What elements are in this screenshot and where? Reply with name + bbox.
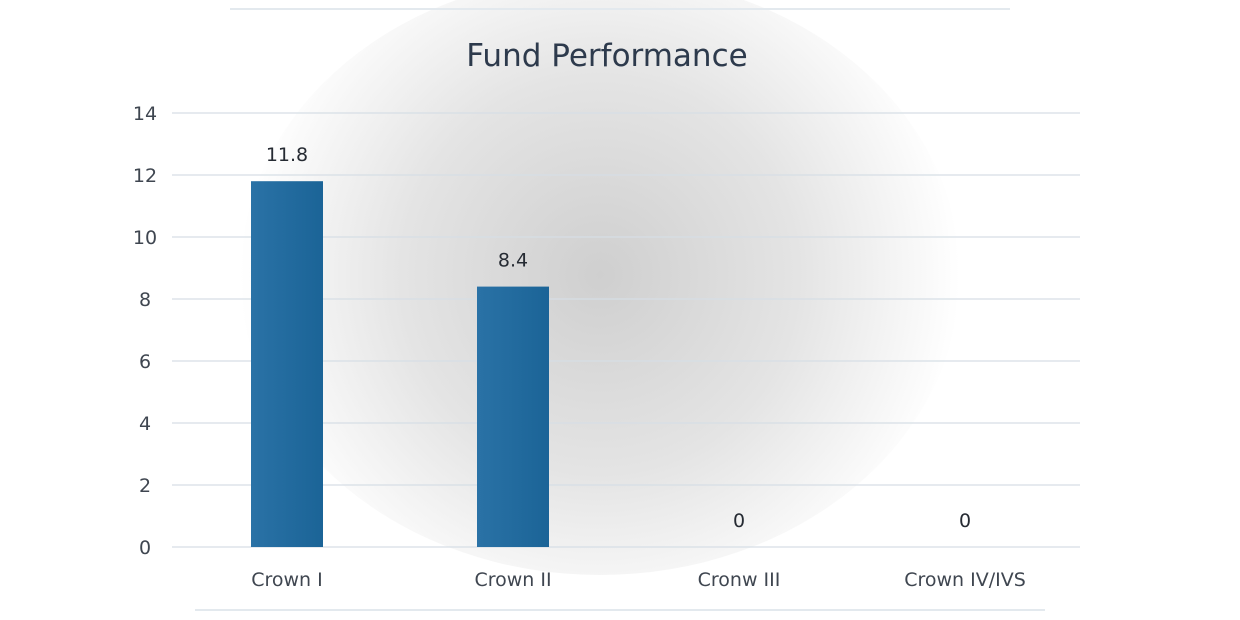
chart-title: Fund Performance — [466, 38, 747, 74]
x-category-label: Cronw III — [698, 569, 781, 591]
y-tick-label: 10 — [133, 227, 157, 249]
y-tick-label: 14 — [133, 103, 157, 125]
x-axis-category-labels: Crown I Crown II Cronw III Crown IV/IVS — [251, 569, 1026, 591]
y-tick-label: 8 — [139, 289, 151, 311]
data-label: 0 — [733, 510, 745, 532]
y-tick-label: 12 — [133, 165, 157, 187]
y-tick-label: 6 — [139, 351, 151, 373]
bars — [251, 181, 549, 547]
y-axis-tick-labels: 0 2 4 6 8 10 12 14 — [133, 103, 157, 559]
x-category-label: Crown II — [474, 569, 551, 591]
data-labels: 11.8 8.4 0 0 — [266, 144, 971, 532]
x-category-label: Crown I — [251, 569, 323, 591]
data-label: 11.8 — [266, 144, 308, 166]
x-category-label: Crown IV/IVS — [904, 569, 1026, 591]
background-glow — [240, 0, 960, 575]
data-label: 8.4 — [498, 250, 528, 272]
data-label: 0 — [959, 510, 971, 532]
bar — [477, 286, 549, 547]
bar — [251, 181, 323, 547]
gridlines — [172, 112, 1080, 548]
y-tick-label: 2 — [139, 475, 151, 497]
y-tick-label: 0 — [139, 537, 151, 559]
y-tick-label: 4 — [139, 413, 151, 435]
